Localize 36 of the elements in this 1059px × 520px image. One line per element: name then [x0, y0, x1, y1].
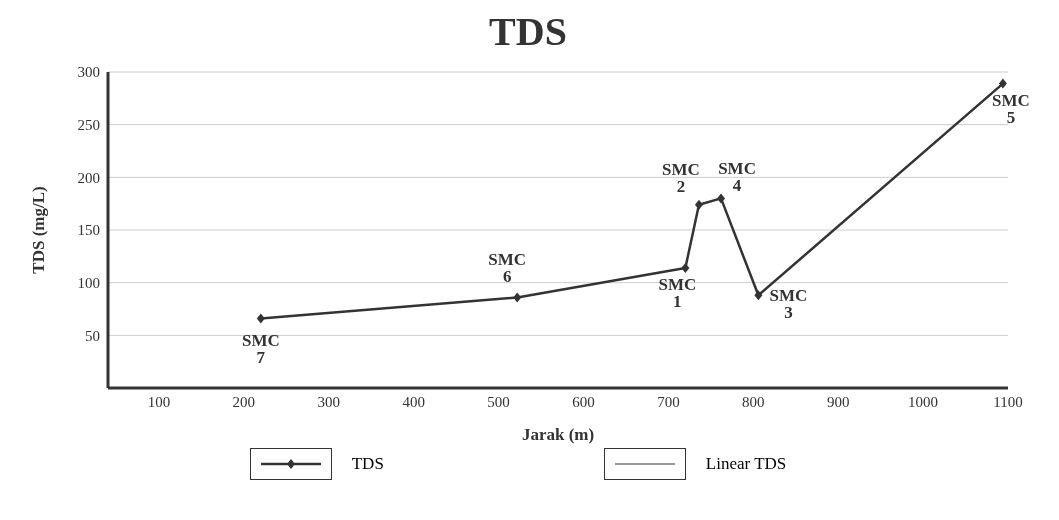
x-tick-label: 1100: [993, 393, 1023, 410]
y-tick-label: 100: [77, 274, 100, 291]
point: [694, 199, 703, 210]
annotation: SMC 5: [992, 90, 1030, 127]
x-tick-label: 100: [147, 393, 171, 410]
legend-label: TDS: [351, 454, 384, 474]
point: [717, 193, 726, 204]
x-tick-label: 900: [826, 393, 850, 410]
legend-label: Linear TDS: [705, 454, 787, 474]
point: [754, 290, 763, 301]
x-tick-label: 200: [232, 393, 256, 410]
point: [256, 313, 265, 324]
annotation: SMC 6: [488, 250, 527, 287]
x-tick-label: 500: [487, 393, 510, 410]
chart-title: TDS: [488, 8, 568, 56]
x-tick-label: 600: [572, 393, 595, 410]
y-tick-label: 250: [77, 116, 100, 133]
x-tick-label: 300: [317, 393, 340, 410]
x-tick-label: 1000: [908, 393, 939, 410]
point: [681, 262, 690, 273]
y-tick-label: 200: [77, 169, 100, 186]
y-tick-label: 50: [85, 327, 100, 344]
point: [998, 78, 1007, 89]
annotation: SMC 3: [769, 286, 808, 323]
x-tick-label: 800: [742, 393, 765, 410]
x-tick-label: 400: [402, 393, 425, 410]
x-axis-title: Jarak (m): [521, 425, 595, 444]
point: [513, 292, 522, 303]
y-tick-label: 300: [77, 64, 100, 81]
annotation: SMC 4: [718, 159, 756, 196]
x-tick-label: 700: [657, 393, 680, 410]
y-axis-title: TDS (mg/L): [29, 186, 49, 274]
annotation: SMC 7: [241, 331, 280, 368]
y-tick-label: 150: [77, 222, 100, 239]
annotation: SMC 1: [658, 274, 697, 311]
annotation: SMC 2: [662, 159, 700, 196]
